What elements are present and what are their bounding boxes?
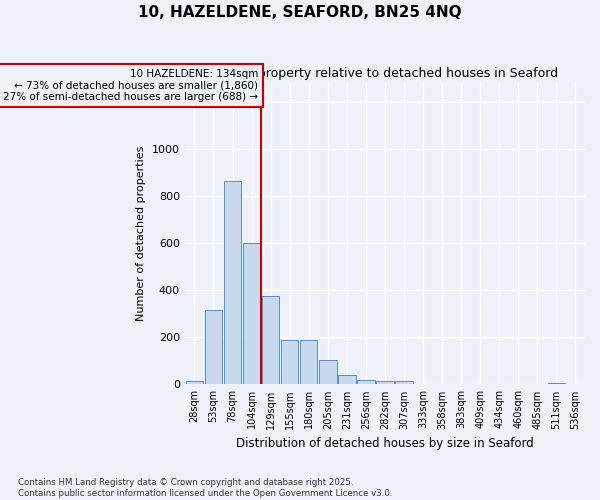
Text: 10 HAZELDENE: 134sqm
← 73% of detached houses are smaller (1,860)
27% of semi-de: 10 HAZELDENE: 134sqm ← 73% of detached h… bbox=[3, 69, 258, 102]
Text: 10, HAZELDENE, SEAFORD, BN25 4NQ: 10, HAZELDENE, SEAFORD, BN25 4NQ bbox=[138, 5, 462, 20]
Bar bbox=[262, 296, 280, 384]
X-axis label: Distribution of detached houses by size in Seaford: Distribution of detached houses by size … bbox=[236, 437, 534, 450]
Bar bbox=[338, 375, 356, 384]
Bar bbox=[395, 381, 413, 384]
Bar bbox=[300, 340, 317, 384]
Y-axis label: Number of detached properties: Number of detached properties bbox=[136, 146, 146, 322]
Bar bbox=[224, 181, 241, 384]
Bar bbox=[357, 380, 374, 384]
Title: Size of property relative to detached houses in Seaford: Size of property relative to detached ho… bbox=[212, 68, 558, 80]
Text: Contains HM Land Registry data © Crown copyright and database right 2025.
Contai: Contains HM Land Registry data © Crown c… bbox=[18, 478, 392, 498]
Bar bbox=[243, 243, 260, 384]
Bar bbox=[205, 310, 222, 384]
Bar bbox=[376, 381, 394, 384]
Bar bbox=[319, 360, 337, 384]
Bar bbox=[281, 340, 298, 384]
Bar bbox=[185, 381, 203, 384]
